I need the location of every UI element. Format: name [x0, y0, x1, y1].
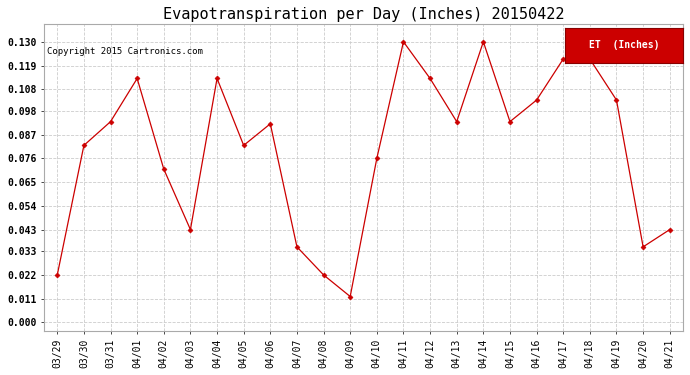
Text: Copyright 2015 Cartronics.com: Copyright 2015 Cartronics.com — [48, 47, 204, 56]
Title: Evapotranspiration per Day (Inches) 20150422: Evapotranspiration per Day (Inches) 2015… — [163, 7, 564, 22]
